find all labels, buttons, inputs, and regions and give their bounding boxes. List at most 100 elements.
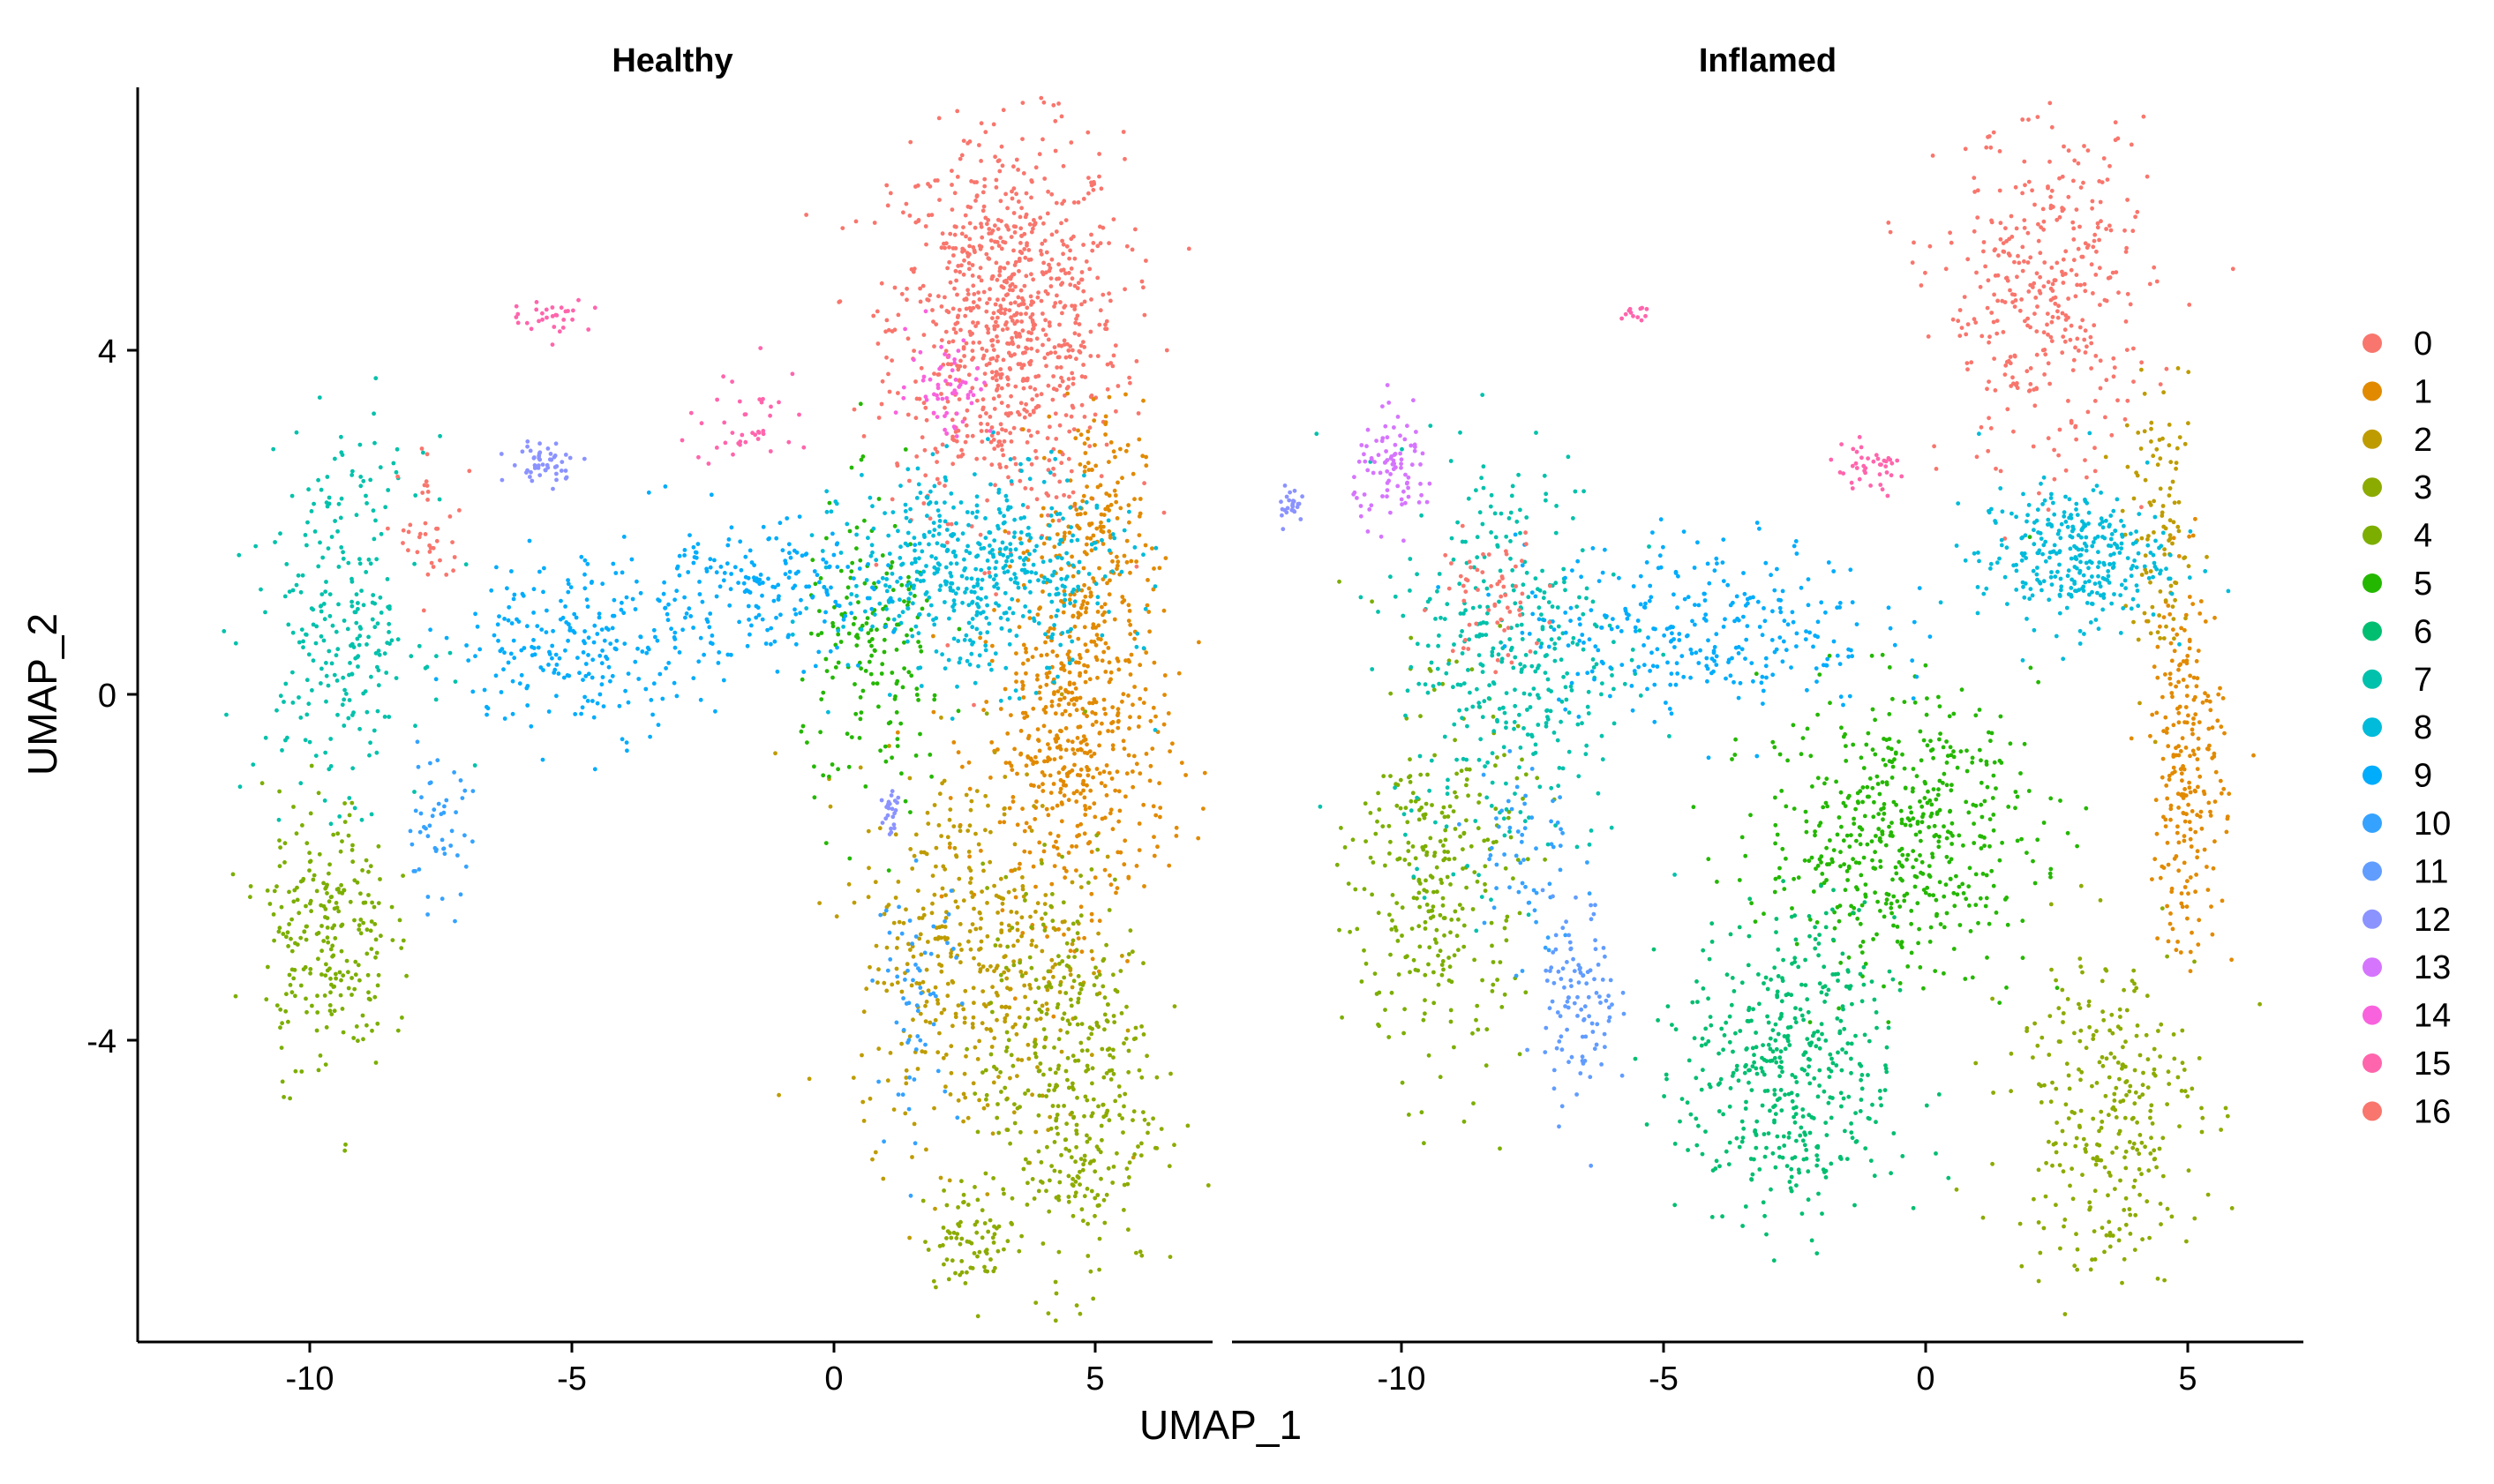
cluster-1-point [1044,682,1049,687]
cluster-14-point [954,411,959,416]
cluster-0-point [1071,234,1076,239]
cluster-9-point [582,629,587,633]
cluster-3-point [991,1176,995,1180]
cluster-0-point [994,592,998,596]
cluster-12-point [536,463,541,468]
cluster-1-point [1157,566,1162,571]
cluster-2-point [958,828,963,834]
cluster-8-point [1025,456,1031,461]
cluster-1-point [1126,874,1131,880]
cluster-10-point [470,789,476,793]
cluster-8-point [1048,513,1054,518]
cluster-0-point [1033,448,1038,453]
cluster-0-point [1086,176,1091,181]
cluster-1-point [1102,602,1108,607]
cluster-14-point [975,366,980,371]
cluster-4-point [265,888,270,893]
cluster-0-point [2003,226,2008,231]
cluster-0-point [1028,433,1033,438]
cluster-0-point [2122,228,2127,233]
cluster-0-point [1039,298,1044,304]
cluster-5-point [850,560,855,566]
cluster-4-point [350,843,355,848]
cluster-1-point [1040,555,1045,560]
cluster-4-point [316,1068,321,1073]
cluster-0-point [1989,311,1994,315]
cluster-0-point [995,227,1001,231]
cluster-15-point [753,432,758,438]
cluster-9-point [620,600,624,605]
cluster-0-point [939,338,944,342]
cluster-7-point [384,671,389,675]
cluster-7-point [321,638,327,643]
cluster-3-point [1072,1194,1078,1199]
cluster-0-point [2020,191,2025,196]
cluster-3-point [1102,1220,1108,1225]
cluster-0-point [1069,468,1074,474]
cluster-1-point [1062,932,1066,937]
cluster-9-point [760,617,765,622]
cluster-4-point [360,1013,365,1018]
cluster-2-point [1020,875,1025,880]
cluster-4-point [330,926,335,931]
cluster-4-point [330,954,334,959]
cluster-1-point [1003,528,1008,534]
cluster-2-point [980,1021,985,1026]
cluster-0-point [1054,200,1059,206]
cluster-1-point [1125,959,1130,963]
cluster-0-point [999,443,1004,447]
cluster-5-point [903,447,908,452]
cluster-7-point [298,589,304,595]
cluster-3-point [1100,1046,1105,1052]
cluster-3-point [1075,1174,1080,1179]
cluster-1-point [1078,904,1084,910]
cluster-0-point [2040,348,2046,353]
cluster-4-point [300,823,304,828]
cluster-3-point [1074,1122,1079,1128]
cluster-4-point [334,887,340,892]
cluster-3-point [1102,1012,1108,1017]
cluster-1-point [1031,761,1035,767]
cluster-0-point [1066,456,1071,461]
cluster-1-point [1075,823,1080,828]
cluster-0-point [1011,248,1016,253]
cluster-2-point [1033,944,1039,949]
cluster-0-point [1028,257,1033,262]
cluster-8-point [937,519,943,523]
cluster-8-point [1069,525,1073,529]
cluster-0-point [921,333,927,337]
cluster-0-point [1040,241,1045,246]
cluster-3-point [961,1200,965,1205]
cluster-4-point [352,986,357,992]
cluster-8-point [898,556,903,560]
cluster-9-point [579,554,584,559]
cluster-0-point [1992,292,1997,297]
cluster-0-point [1056,355,1062,360]
cluster-2-point [967,929,973,933]
cluster-4-point [372,994,378,1000]
cluster-10-point [448,843,454,848]
cluster-1-point [1005,731,1010,736]
cluster-5-point [876,497,882,501]
cluster-7-point [333,456,337,461]
cluster-9-point [531,587,537,592]
cluster-2-point [992,1036,997,1041]
cluster-9-point [843,613,848,618]
cluster-0-point [2049,124,2055,130]
cluster-0-point [1051,466,1055,471]
cluster-3-point [1082,1153,1087,1158]
cluster-1-point [1035,612,1040,617]
cluster-9-point [651,627,657,633]
cluster-2-point [1002,970,1007,975]
cluster-3-point [959,1179,964,1184]
cluster-0-point [973,324,978,328]
cluster-3-point [1111,1055,1116,1060]
cluster-0-point [1128,380,1132,386]
cluster-9-point [500,647,505,651]
cluster-7-point [341,550,345,555]
cluster-2-point [1042,902,1048,906]
cluster-0-point [1069,266,1074,271]
cluster-3-point [1141,1110,1146,1114]
cluster-3-point [1081,1218,1085,1224]
cluster-7-point [327,495,332,500]
